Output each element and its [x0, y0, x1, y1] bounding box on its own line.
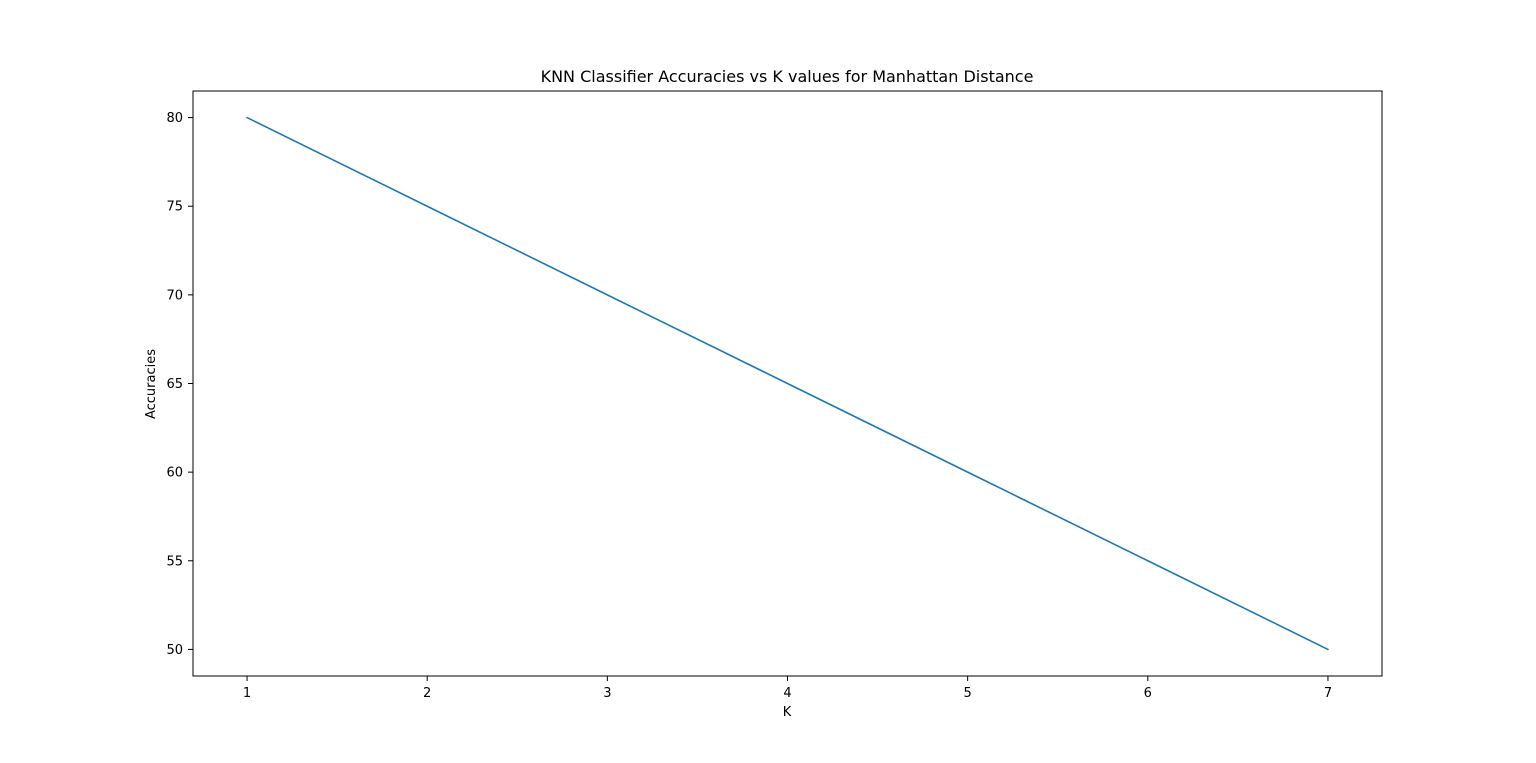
x-axis-label: K [783, 705, 792, 720]
x-tick-label: 5 [964, 686, 972, 701]
y-tick-label: 55 [166, 554, 183, 569]
x-tick-label: 4 [783, 686, 791, 701]
y-tick-label: 65 [166, 377, 183, 392]
series-line-0 [246, 116, 1329, 651]
series-layer [246, 116, 1329, 651]
y-tick-label: 60 [166, 466, 183, 481]
y-tick-label: 75 [166, 200, 183, 215]
chart-title: KNN Classifier Accuracies vs K values fo… [541, 67, 1034, 86]
y-tick-label: 70 [166, 288, 183, 303]
x-tick-label: 3 [603, 686, 611, 701]
x-tick-label: 6 [1144, 686, 1152, 701]
y-tick-label: 50 [166, 643, 183, 658]
x-tick-label: 2 [423, 686, 431, 701]
y-axis-ticks: 50 55 60 65 70 75 80 [166, 111, 193, 658]
x-tick-label: 7 [1324, 686, 1332, 701]
x-tick-label: 1 [243, 686, 251, 701]
x-axis-ticks: 1 2 3 4 5 6 7 [243, 676, 1332, 701]
y-tick-label: 80 [166, 111, 183, 126]
y-axis-label: Accuracies [144, 349, 159, 419]
